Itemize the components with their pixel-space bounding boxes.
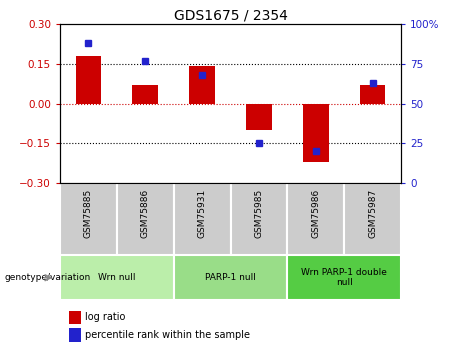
Text: GSM75886: GSM75886 — [141, 189, 150, 238]
Text: PARP-1 null: PARP-1 null — [205, 273, 256, 282]
Bar — [69, 310, 81, 324]
Text: GSM75885: GSM75885 — [84, 189, 93, 238]
Text: Wrn null: Wrn null — [98, 273, 136, 282]
Bar — [344, 183, 401, 255]
Bar — [230, 183, 287, 255]
Text: log ratio: log ratio — [85, 313, 126, 322]
Bar — [174, 255, 287, 300]
Text: percentile rank within the sample: percentile rank within the sample — [85, 330, 250, 339]
Bar — [303, 104, 329, 162]
Bar — [60, 255, 174, 300]
Bar — [287, 255, 401, 300]
Bar — [189, 67, 215, 104]
Bar — [117, 183, 174, 255]
Text: GSM75985: GSM75985 — [254, 189, 263, 238]
Bar — [360, 85, 385, 104]
Bar — [287, 183, 344, 255]
Text: GSM75987: GSM75987 — [368, 189, 377, 238]
Bar — [60, 183, 117, 255]
Text: genotype/variation: genotype/variation — [5, 273, 91, 282]
Bar — [246, 104, 272, 130]
Text: GSM75986: GSM75986 — [311, 189, 320, 238]
Text: Wrn PARP-1 double
null: Wrn PARP-1 double null — [301, 268, 387, 287]
Text: GSM75931: GSM75931 — [198, 189, 207, 238]
Bar — [132, 85, 158, 104]
Bar — [174, 183, 230, 255]
Title: GDS1675 / 2354: GDS1675 / 2354 — [173, 9, 288, 23]
Bar — [76, 56, 101, 104]
Bar — [69, 328, 81, 342]
